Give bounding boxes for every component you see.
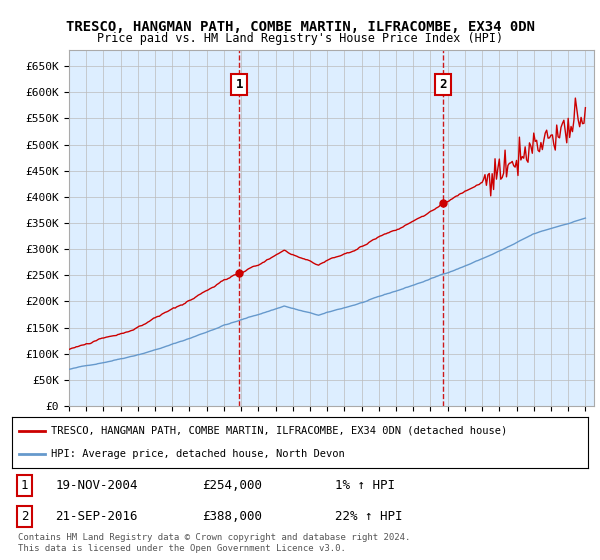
Text: 21-SEP-2016: 21-SEP-2016 — [55, 510, 138, 523]
Text: £254,000: £254,000 — [202, 479, 262, 492]
Text: TRESCO, HANGMAN PATH, COMBE MARTIN, ILFRACOMBE, EX34 0DN: TRESCO, HANGMAN PATH, COMBE MARTIN, ILFR… — [65, 20, 535, 34]
Text: 2: 2 — [439, 78, 446, 91]
Text: Price paid vs. HM Land Registry's House Price Index (HPI): Price paid vs. HM Land Registry's House … — [97, 32, 503, 45]
Text: 22% ↑ HPI: 22% ↑ HPI — [335, 510, 402, 523]
Text: £388,000: £388,000 — [202, 510, 262, 523]
Text: HPI: Average price, detached house, North Devon: HPI: Average price, detached house, Nort… — [51, 449, 345, 459]
Text: Contains HM Land Registry data © Crown copyright and database right 2024.
This d: Contains HM Land Registry data © Crown c… — [18, 533, 410, 553]
Text: TRESCO, HANGMAN PATH, COMBE MARTIN, ILFRACOMBE, EX34 0DN (detached house): TRESCO, HANGMAN PATH, COMBE MARTIN, ILFR… — [51, 426, 508, 436]
Text: 19-NOV-2004: 19-NOV-2004 — [55, 479, 138, 492]
Text: 1: 1 — [235, 78, 243, 91]
Text: 1: 1 — [21, 479, 28, 492]
Text: 1% ↑ HPI: 1% ↑ HPI — [335, 479, 395, 492]
Text: 2: 2 — [21, 510, 28, 523]
